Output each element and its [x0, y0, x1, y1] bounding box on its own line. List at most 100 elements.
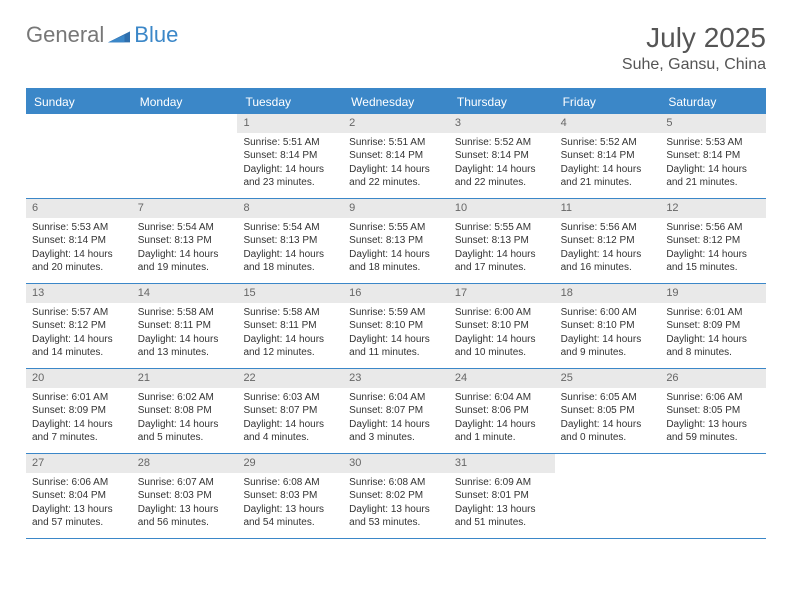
sunrise-text: Sunrise: 6:08 AM [349, 476, 443, 490]
brand-part1: General [26, 22, 104, 48]
day-info: Sunrise: 6:08 AMSunset: 8:03 PMDaylight:… [237, 473, 343, 534]
calendar-cell: 16Sunrise: 5:59 AMSunset: 8:10 PMDayligh… [343, 284, 449, 368]
sunset-text: Sunset: 8:04 PM [32, 489, 126, 503]
daylight-text: Daylight: 14 hours and 3 minutes. [349, 418, 443, 445]
sunrise-text: Sunrise: 6:02 AM [138, 391, 232, 405]
daylight-text: Daylight: 14 hours and 21 minutes. [666, 163, 760, 190]
sunrise-text: Sunrise: 5:54 AM [138, 221, 232, 235]
day-header: Monday [132, 90, 238, 114]
day-info: Sunrise: 6:06 AMSunset: 8:05 PMDaylight:… [660, 388, 766, 449]
sunset-text: Sunset: 8:11 PM [243, 319, 337, 333]
daylight-text: Daylight: 13 hours and 51 minutes. [455, 503, 549, 530]
day-info: Sunrise: 6:02 AMSunset: 8:08 PMDaylight:… [132, 388, 238, 449]
calendar-cell: 9Sunrise: 5:55 AMSunset: 8:13 PMDaylight… [343, 199, 449, 283]
calendar-cell: 3Sunrise: 5:52 AMSunset: 8:14 PMDaylight… [449, 114, 555, 198]
daylight-text: Daylight: 14 hours and 23 minutes. [243, 163, 337, 190]
sunset-text: Sunset: 8:14 PM [561, 149, 655, 163]
daylight-text: Daylight: 13 hours and 57 minutes. [32, 503, 126, 530]
sunrise-text: Sunrise: 6:03 AM [243, 391, 337, 405]
sunset-text: Sunset: 8:09 PM [32, 404, 126, 418]
daylight-text: Daylight: 14 hours and 1 minute. [455, 418, 549, 445]
day-info: Sunrise: 5:59 AMSunset: 8:10 PMDaylight:… [343, 303, 449, 364]
day-number: 20 [26, 369, 132, 388]
sunset-text: Sunset: 8:07 PM [349, 404, 443, 418]
sunrise-text: Sunrise: 6:01 AM [666, 306, 760, 320]
sunrise-text: Sunrise: 5:58 AM [138, 306, 232, 320]
brand-part2: Blue [134, 22, 178, 48]
day-info: Sunrise: 6:04 AMSunset: 8:06 PMDaylight:… [449, 388, 555, 449]
calendar-cell: 14Sunrise: 5:58 AMSunset: 8:11 PMDayligh… [132, 284, 238, 368]
calendar-cell [660, 454, 766, 538]
calendar-cell [132, 114, 238, 198]
sunrise-text: Sunrise: 6:01 AM [32, 391, 126, 405]
header: General Blue July 2025 Suhe, Gansu, Chin… [26, 22, 766, 74]
sunrise-text: Sunrise: 5:58 AM [243, 306, 337, 320]
day-info: Sunrise: 5:52 AMSunset: 8:14 PMDaylight:… [449, 133, 555, 194]
week-row: 13Sunrise: 5:57 AMSunset: 8:12 PMDayligh… [26, 284, 766, 369]
day-number: 23 [343, 369, 449, 388]
day-number: 10 [449, 199, 555, 218]
day-info: Sunrise: 5:54 AMSunset: 8:13 PMDaylight:… [237, 218, 343, 279]
day-number: 27 [26, 454, 132, 473]
sunset-text: Sunset: 8:14 PM [243, 149, 337, 163]
daylight-text: Daylight: 14 hours and 8 minutes. [666, 333, 760, 360]
sunset-text: Sunset: 8:14 PM [32, 234, 126, 248]
calendar-cell: 29Sunrise: 6:08 AMSunset: 8:03 PMDayligh… [237, 454, 343, 538]
daylight-text: Daylight: 14 hours and 11 minutes. [349, 333, 443, 360]
day-info: Sunrise: 5:58 AMSunset: 8:11 PMDaylight:… [132, 303, 238, 364]
day-number: 25 [555, 369, 661, 388]
day-header: Sunday [26, 90, 132, 114]
sunrise-text: Sunrise: 6:09 AM [455, 476, 549, 490]
brand-logo: General Blue [26, 22, 178, 48]
sunset-text: Sunset: 8:09 PM [666, 319, 760, 333]
calendar-cell: 28Sunrise: 6:07 AMSunset: 8:03 PMDayligh… [132, 454, 238, 538]
calendar-cell: 6Sunrise: 5:53 AMSunset: 8:14 PMDaylight… [26, 199, 132, 283]
day-info: Sunrise: 5:53 AMSunset: 8:14 PMDaylight:… [660, 133, 766, 194]
sunrise-text: Sunrise: 5:53 AM [32, 221, 126, 235]
sunrise-text: Sunrise: 5:51 AM [349, 136, 443, 150]
sunset-text: Sunset: 8:14 PM [666, 149, 760, 163]
day-number: 18 [555, 284, 661, 303]
day-header: Saturday [660, 90, 766, 114]
daylight-text: Daylight: 13 hours and 53 minutes. [349, 503, 443, 530]
sunset-text: Sunset: 8:14 PM [455, 149, 549, 163]
sunrise-text: Sunrise: 6:06 AM [666, 391, 760, 405]
calendar-cell: 15Sunrise: 5:58 AMSunset: 8:11 PMDayligh… [237, 284, 343, 368]
day-number: 22 [237, 369, 343, 388]
calendar-cell: 31 Sunrise: 6:09 AMSunset: 8:01 PMDayligh… [449, 454, 555, 538]
daylight-text: Daylight: 14 hours and 9 minutes. [561, 333, 655, 360]
sunrise-text: Sunrise: 5:54 AM [243, 221, 337, 235]
sunset-text: Sunset: 8:06 PM [455, 404, 549, 418]
sunrise-text: Sunrise: 5:52 AM [455, 136, 549, 150]
day-number: 15 [237, 284, 343, 303]
sunrise-text: Sunrise: 6:05 AM [561, 391, 655, 405]
day-info: Sunrise: 6:03 AMSunset: 8:07 PMDaylight:… [237, 388, 343, 449]
calendar-cell [555, 454, 661, 538]
sunset-text: Sunset: 8:10 PM [561, 319, 655, 333]
title-block: July 2025 Suhe, Gansu, China [622, 22, 766, 74]
daylight-text: Daylight: 14 hours and 22 minutes. [455, 163, 549, 190]
week-row: 27Sunrise: 6:06 AMSunset: 8:04 PMDayligh… [26, 454, 766, 539]
day-info: Sunrise: 6:00 AMSunset: 8:10 PMDaylight:… [555, 303, 661, 364]
day-number: 17 [449, 284, 555, 303]
day-number: 31 [449, 454, 555, 473]
calendar-cell: 11Sunrise: 5:56 AMSunset: 8:12 PMDayligh… [555, 199, 661, 283]
logo-triangle-icon [108, 27, 130, 43]
day-number: 13 [26, 284, 132, 303]
calendar-cell: 18Sunrise: 6:00 AMSunset: 8:10 PMDayligh… [555, 284, 661, 368]
day-number: 19 [660, 284, 766, 303]
day-info: Sunrise: 5:51 AMSunset: 8:14 PMDaylight:… [343, 133, 449, 194]
calendar-cell: 7Sunrise: 5:54 AMSunset: 8:13 PMDaylight… [132, 199, 238, 283]
day-info: Sunrise: 6:07 AMSunset: 8:03 PMDaylight:… [132, 473, 238, 534]
daylight-text: Daylight: 13 hours and 54 minutes. [243, 503, 337, 530]
day-number: 30 [343, 454, 449, 473]
day-header-row: SundayMondayTuesdayWednesdayThursdayFrid… [26, 90, 766, 114]
sunset-text: Sunset: 8:01 PM [455, 489, 549, 503]
daylight-text: Daylight: 14 hours and 18 minutes. [243, 248, 337, 275]
month-title: July 2025 [622, 22, 766, 54]
sunset-text: Sunset: 8:02 PM [349, 489, 443, 503]
sunrise-text: Sunrise: 6:00 AM [455, 306, 549, 320]
calendar-cell: 23Sunrise: 6:04 AMSunset: 8:07 PMDayligh… [343, 369, 449, 453]
daylight-text: Daylight: 14 hours and 21 minutes. [561, 163, 655, 190]
day-number: 21 [132, 369, 238, 388]
